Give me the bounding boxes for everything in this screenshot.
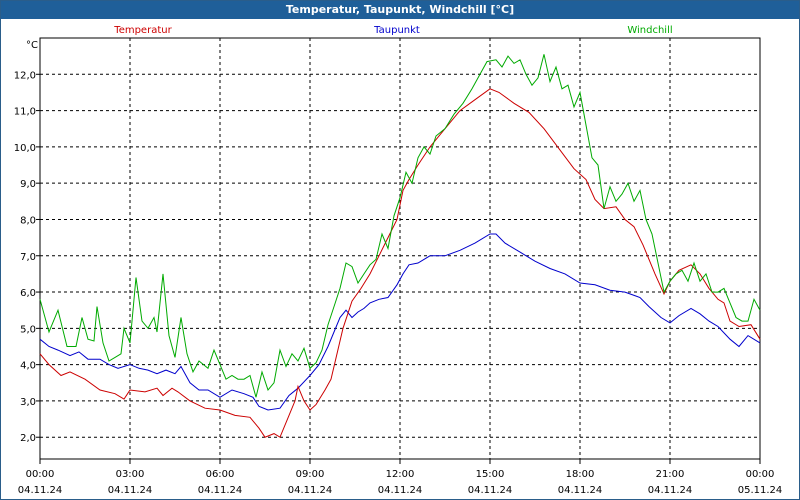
x-tick-time: 06:00 [206,469,235,480]
y-tick-label: 9,0 [20,179,36,190]
x-tick-date: 04.11.24 [108,485,153,496]
y-tick-label: 2,0 [20,433,36,444]
x-tick-time: 12:00 [386,469,415,480]
y-tick-label: 6,0 [20,288,36,299]
x-tick-date: 04.11.24 [18,485,63,496]
y-tick-label: 11,0 [14,107,36,118]
y-tick-label: 5,0 [20,324,36,335]
x-tick-time: 00:00 [746,469,775,480]
legend-label-windchill: Windchill [627,25,672,36]
legend-label-taupunkt: Taupunkt [373,25,420,36]
x-tick-date: 04.11.24 [648,485,693,496]
x-tick-date: 05.11.24 [738,485,783,496]
y-tick-label: 10,0 [14,143,36,154]
series-line-taupunkt [39,233,761,411]
y-tick-label: 7,0 [20,252,36,263]
series-line-windchill [39,54,761,398]
y-unit-label: °C [26,40,38,51]
x-tick-time: 15:00 [476,469,505,480]
y-tick-label: 8,0 [20,215,36,226]
y-tick-label: 12,0 [14,70,36,81]
x-tick-time: 00:00 [26,469,55,480]
x-tick-date: 04.11.24 [378,485,423,496]
chart-title: Temperatur, Taupunkt, Windchill [°C] [1,1,799,19]
legend-label-temperatur: Temperatur [113,25,172,36]
x-tick-time: 18:00 [566,469,595,480]
x-tick-date: 04.11.24 [198,485,243,496]
x-tick-time: 09:00 [296,469,325,480]
x-tick-time: 21:00 [656,469,685,480]
series-line-temperatur [39,88,761,438]
y-tick-label: 3,0 [20,397,36,408]
x-tick-date: 04.11.24 [558,485,603,496]
x-tick-time: 03:00 [116,469,145,480]
y-tick-label: 4,0 [20,361,36,372]
x-tick-date: 04.11.24 [468,485,513,496]
x-tick-date: 04.11.24 [288,485,333,496]
